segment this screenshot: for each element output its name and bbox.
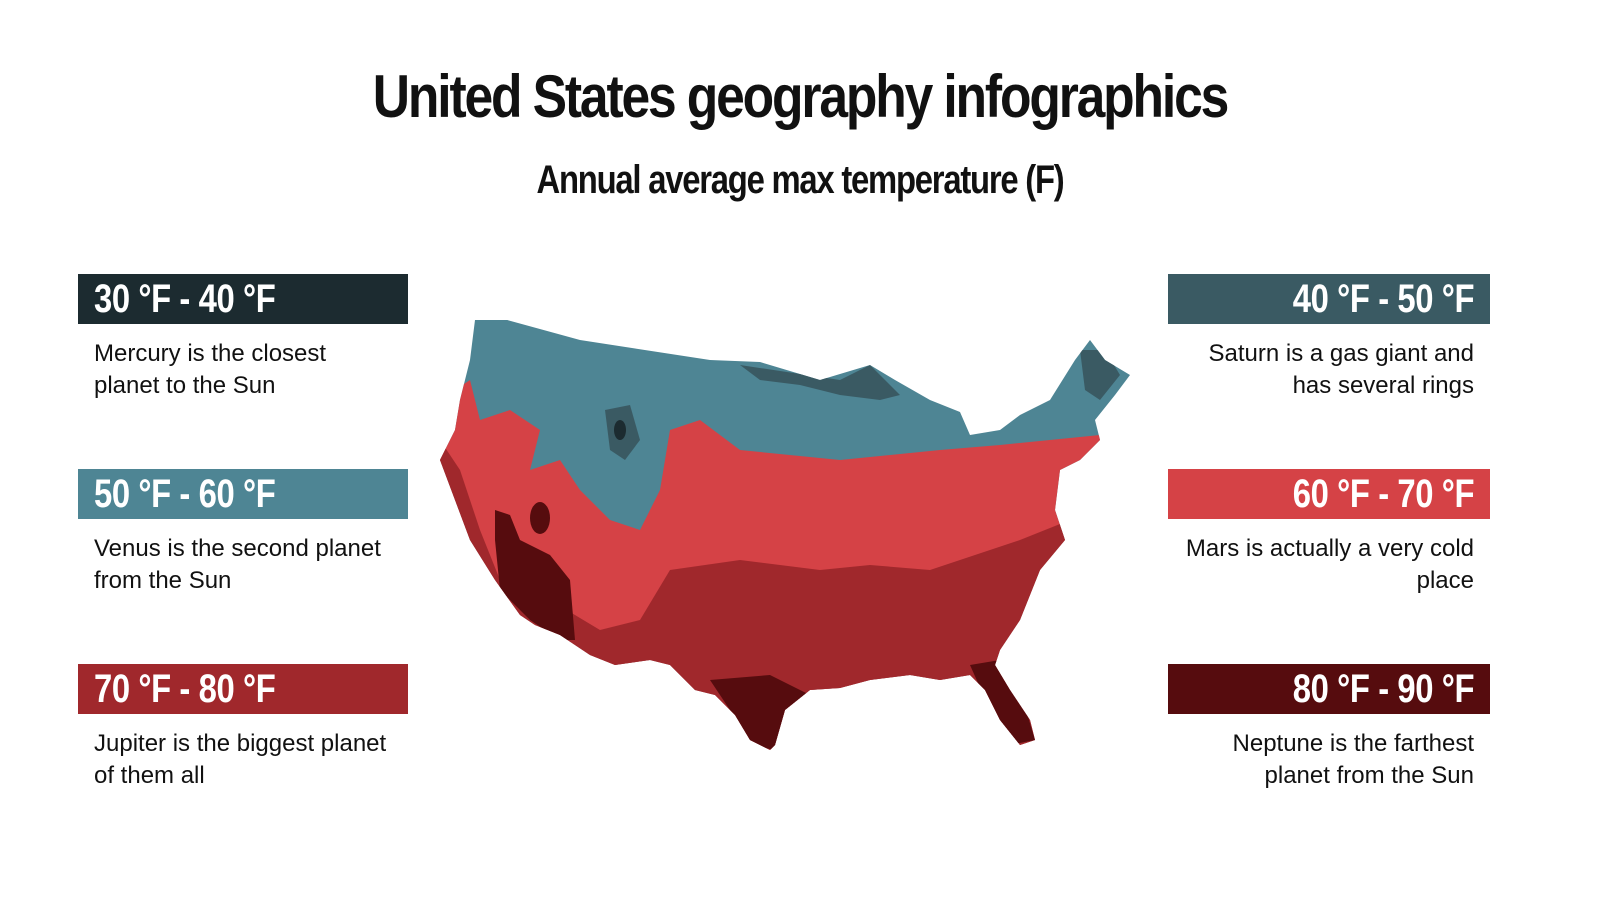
legend-range-bar: 80 °F - 90 °F	[1168, 664, 1490, 714]
zone-80-90-valley	[530, 502, 550, 534]
zone-30-40-peak	[614, 420, 626, 440]
legend-range-bar: 30 °F - 40 °F	[78, 274, 408, 324]
legend-description: Neptune is the farthest planet from the …	[1232, 730, 1474, 789]
legend-range-bar: 60 °F - 70 °F	[1168, 469, 1490, 519]
zone-80-90-southwest	[495, 510, 575, 640]
legend-range-label: 40 °F - 50 °F	[1292, 276, 1475, 321]
legend-range-bar: 40 °F - 50 °F	[1168, 274, 1490, 324]
legend-range-label: 70 °F - 80 °F	[94, 666, 276, 711]
legend-50-60: 50 °F - 60 °F Venus is the second planet…	[78, 469, 408, 597]
legend-range-label: 80 °F - 90 °F	[1292, 666, 1475, 711]
legend-description: Venus is the second planet from the Sun	[94, 535, 381, 594]
legend-60-70: 60 °F - 70 °F Mars is actually a very co…	[1168, 469, 1490, 597]
legend-30-40: 30 °F - 40 °F Mercury is the closest pla…	[78, 274, 408, 402]
legend-40-50: 40 °F - 50 °F Saturn is a gas giant and …	[1168, 274, 1490, 402]
legend-description: Mars is actually a very cold place	[1185, 535, 1474, 594]
legend-range-label: 50 °F - 60 °F	[94, 471, 276, 516]
legend-80-90: 80 °F - 90 °F Neptune is the farthest pl…	[1168, 664, 1490, 792]
page-subtitle: Annual average max temperature (F)	[536, 158, 1065, 202]
zone-40-50-north	[740, 365, 900, 400]
legend-range-bar: 50 °F - 60 °F	[78, 469, 408, 519]
legend-range-bar: 70 °F - 80 °F	[78, 664, 408, 714]
legend-range-label: 30 °F - 40 °F	[94, 276, 276, 321]
us-temperature-map	[440, 320, 1130, 750]
legend-range-label: 60 °F - 70 °F	[1292, 471, 1475, 516]
legend-description: Mercury is the closest planet to the Sun	[94, 340, 327, 399]
zone-80-90-florida	[970, 660, 1035, 745]
legend-description: Jupiter is the biggest planet of them al…	[94, 730, 387, 789]
legend-70-80: 70 °F - 80 °F Jupiter is the biggest pla…	[78, 664, 408, 792]
page-title: United States geography infographics	[372, 63, 1230, 130]
legend-description: Saturn is a gas giant and has several ri…	[1208, 340, 1474, 399]
zone-80-90-texas	[710, 675, 810, 750]
